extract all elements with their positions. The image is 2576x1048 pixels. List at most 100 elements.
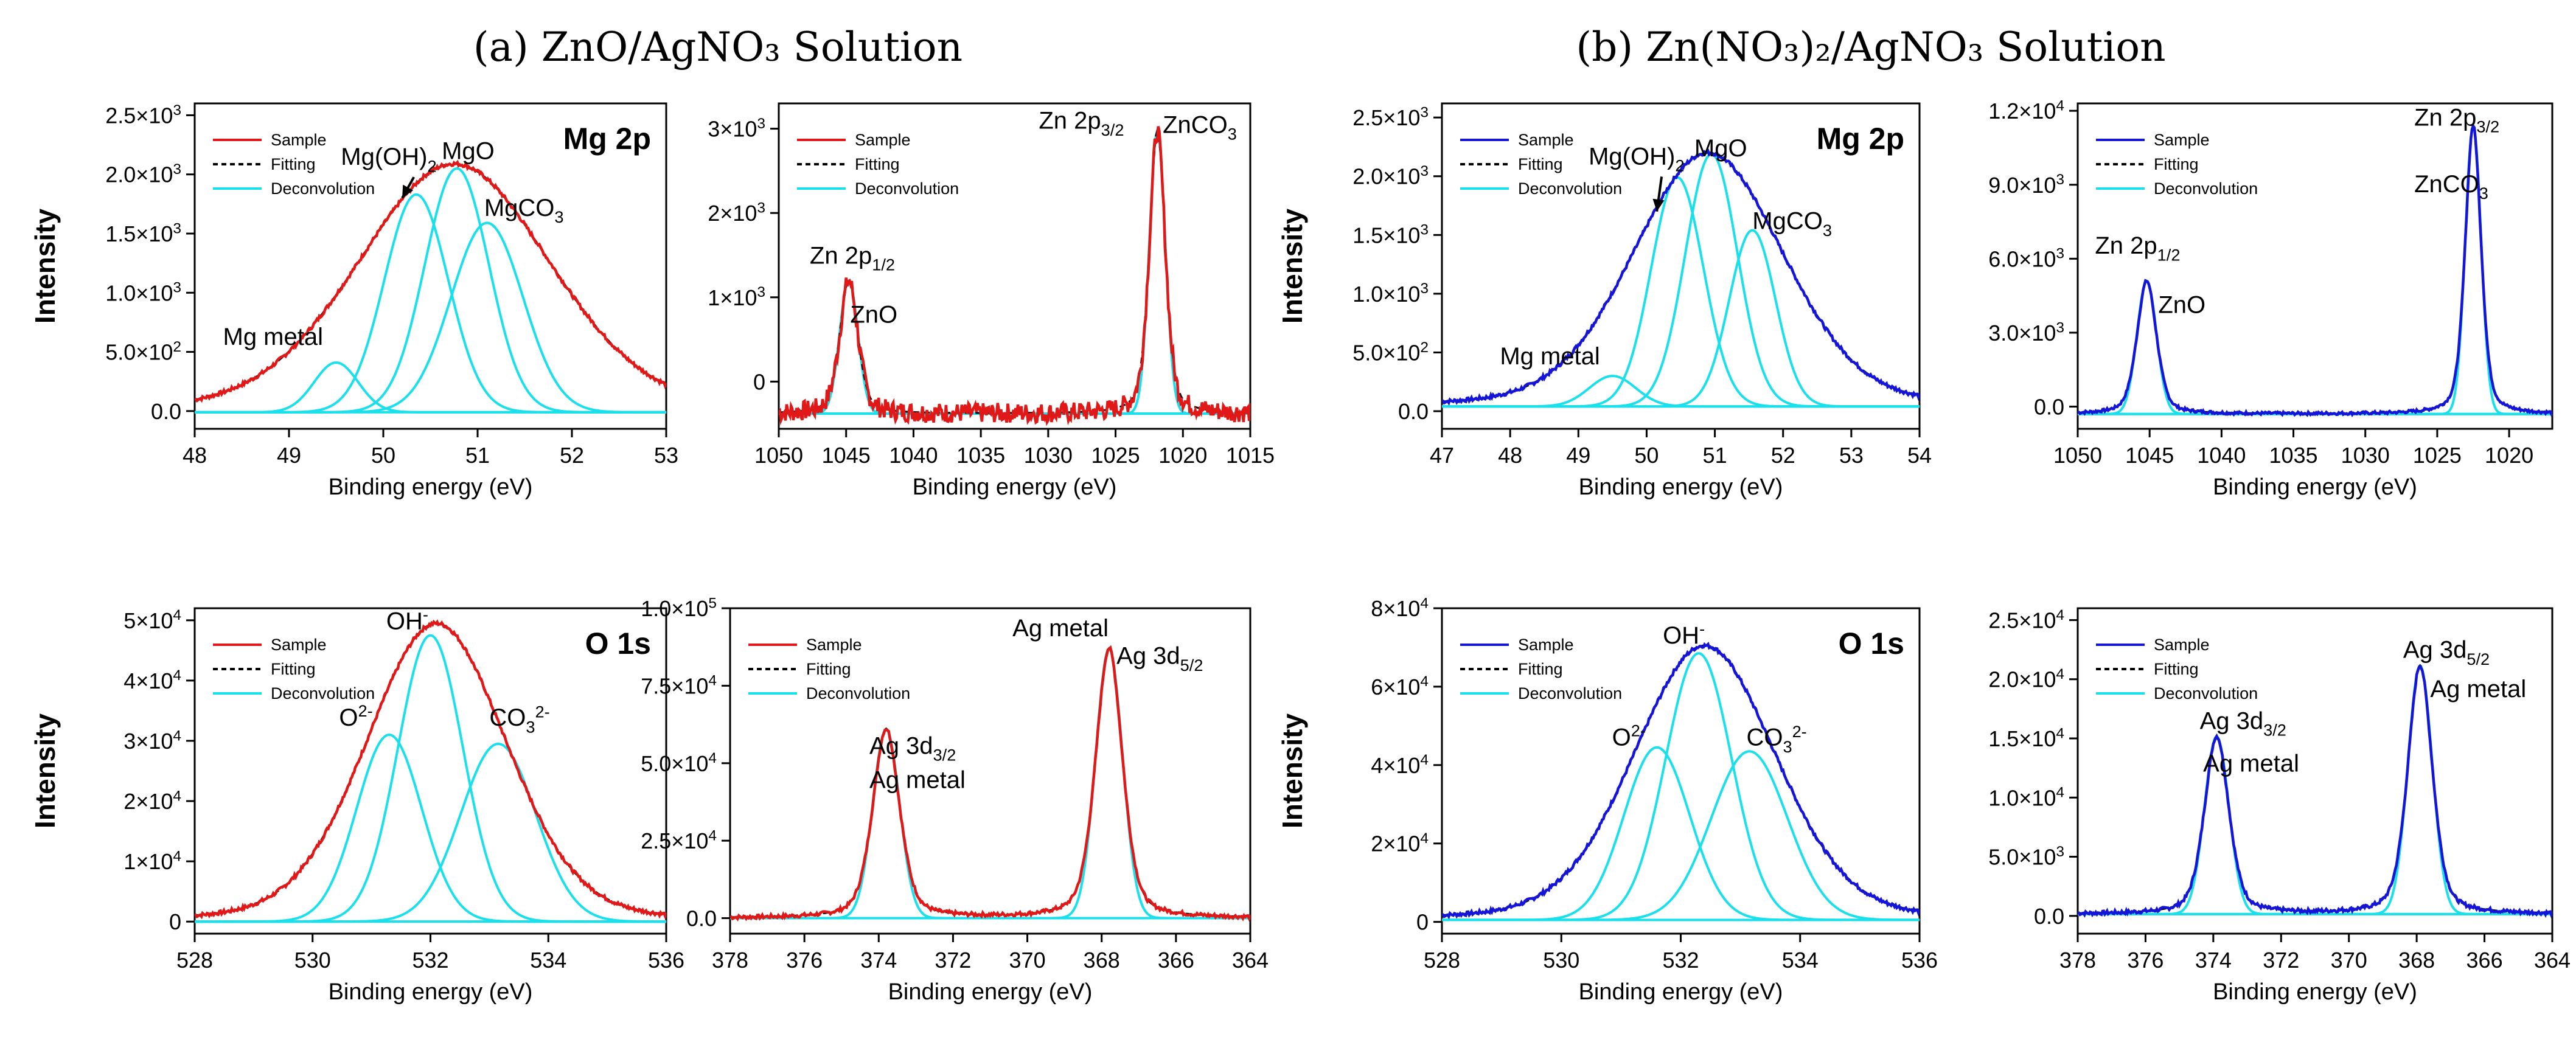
chart-a-zn2p: 1050 1045 1040 1035 1030 1025 1020 1015 0 1×103 2×… [708, 102, 1275, 500]
y-tick-label: 5.0×104 [641, 750, 717, 776]
x-tick-label: 370 [1009, 948, 1046, 973]
plot-area [195, 619, 666, 923]
x-tick-label: 54 [1907, 443, 1932, 468]
x-tick-label: 48 [1498, 443, 1522, 468]
x-axis-label: Binding energy (eV) [2213, 474, 2417, 500]
x-tick-label: 376 [786, 948, 823, 973]
plot-frame [193, 102, 667, 430]
y-tick-label: 0.0 [151, 399, 181, 424]
x-tick-label: 370 [2331, 948, 2367, 973]
x-tick-label: 1035 [2269, 443, 2317, 468]
x-tick-label: 1020 [2485, 443, 2533, 468]
sample-curve [779, 126, 1250, 426]
x-tick-label: 1025 [2413, 443, 2462, 468]
plot-area [1442, 642, 1920, 921]
peak-annotation: Zn 2p3/2 [1039, 108, 1124, 139]
peak-annotation: ZnCO3 [1163, 112, 1237, 144]
x-tick-label: 364 [1232, 948, 1269, 973]
legend-label-sample: Sample [271, 131, 327, 149]
y-tick-label: 8×104 [1371, 595, 1429, 621]
y-tick-label: 2.5×104 [641, 827, 717, 853]
sample-curve [1442, 148, 1920, 406]
y-tick-label: 1.2×104 [1988, 97, 2064, 123]
x-tick-label: 530 [1543, 948, 1579, 973]
legend-label-deconvolution: Deconvolution [806, 684, 910, 703]
sample-curve [2078, 123, 2552, 418]
y-tick-label: 2×104 [1371, 830, 1429, 856]
y-tick-label: 7.5×104 [641, 673, 717, 699]
y-tick-label: 3×104 [124, 727, 181, 754]
peak-annotation: OH- [1663, 619, 1705, 649]
sample-curve [2078, 664, 2552, 918]
legend-label-sample: Sample [855, 131, 911, 149]
y-tick-label: 1×104 [124, 848, 181, 874]
peak-annotation: Ag 3d5/2 [1116, 643, 1203, 675]
region-label: O 1s [585, 626, 651, 661]
x-tick-label: 53 [654, 443, 678, 468]
x-tick-label: 530 [294, 948, 331, 973]
x-tick-label: 534 [1782, 948, 1819, 973]
y-tick-label: 2.0×103 [105, 161, 181, 187]
x-tick-label: 1045 [822, 443, 871, 468]
peak-annotation: Zn 2p1/2 [2095, 232, 2180, 264]
x-tick-label: 53 [1839, 443, 1864, 468]
legend-label-sample: Sample [1518, 131, 1574, 149]
plot-area [195, 159, 666, 414]
plot-area [2078, 122, 2552, 418]
x-tick-label: 1040 [2197, 443, 2246, 468]
legend-label-sample: Sample [1518, 636, 1574, 654]
x-tick-label: 366 [1158, 948, 1194, 973]
legend-label-deconvolution: Deconvolution [1518, 684, 1622, 703]
x-axis-label: Binding energy (eV) [329, 979, 533, 1005]
panel-title-a: (a) ZnO/AgNO₃ Solution [473, 24, 963, 71]
sample-curve [195, 619, 666, 920]
x-axis-label: Binding energy (eV) [888, 979, 1093, 1005]
x-tick-label: 1030 [2341, 443, 2390, 468]
chart-b-ag3d: 378 376 374 372 370 368 366 364 0.0 5.0×103 1.0×10… [1988, 607, 2571, 1005]
x-tick-label: 51 [465, 443, 490, 468]
x-tick-label: 50 [371, 443, 395, 468]
x-tick-label: 47 [1430, 443, 1454, 468]
y-tick-label: 0.0 [1398, 399, 1429, 424]
y-tick-label: 9.0×103 [1988, 172, 2064, 198]
x-tick-label: 1035 [956, 443, 1005, 468]
x-tick-label: 49 [1566, 443, 1590, 468]
peak-annotation: Ag 3d5/2 [2403, 637, 2490, 668]
x-tick-label: 368 [2398, 948, 2435, 973]
x-tick-label: 536 [648, 948, 684, 973]
peak-annotation: ZnO [2158, 292, 2205, 319]
y-tick-label: 0.0 [2034, 395, 2064, 420]
annotation-arrowhead [402, 184, 414, 198]
x-axis-label: Binding energy (eV) [913, 474, 1117, 500]
panel-title-b: (b) Zn(NO₃)₂/AgNO₃ Solution [1576, 24, 2165, 71]
y-tick-label: 2.5×104 [1988, 607, 2064, 633]
y-tick-label: 4×104 [1371, 752, 1429, 778]
y-tick-label: 4×104 [124, 667, 181, 693]
region-label: Mg 2p [1817, 122, 1904, 156]
legend-label-fitting: Fitting [855, 155, 900, 173]
x-tick-label: 52 [560, 443, 584, 468]
legend-label-sample: Sample [806, 636, 862, 654]
peak-annotation: Ag metal [1012, 615, 1109, 642]
legend-label-fitting: Fitting [1518, 660, 1563, 678]
plot-frame [778, 102, 1251, 430]
x-tick-label: 366 [2466, 948, 2503, 973]
plot-frame [2076, 102, 2553, 430]
x-tick-label: 534 [530, 948, 566, 973]
legend-label-fitting: Fitting [2154, 155, 2199, 173]
peak-annotation: CO32- [1746, 722, 1806, 756]
x-tick-label: 372 [2263, 948, 2299, 973]
legend-label-fitting: Fitting [1518, 155, 1563, 173]
x-tick-label: 50 [1634, 443, 1659, 468]
x-tick-label: 1020 [1158, 443, 1207, 468]
y-tick-label: 0 [1416, 910, 1429, 935]
sample-curve [1442, 642, 1920, 920]
peak-annotation: Ag 3d3/2 [869, 732, 956, 764]
peak-annotation: Ag metal [2203, 750, 2299, 777]
legend-label-deconvolution: Deconvolution [271, 684, 375, 703]
x-tick-label: 52 [1771, 443, 1795, 468]
y-tick-label: 3×103 [708, 116, 765, 142]
x-tick-label: 49 [277, 443, 301, 468]
peak-annotation: Mg(OH)2 [1589, 143, 1684, 175]
annotation-arrowhead [1652, 198, 1665, 212]
